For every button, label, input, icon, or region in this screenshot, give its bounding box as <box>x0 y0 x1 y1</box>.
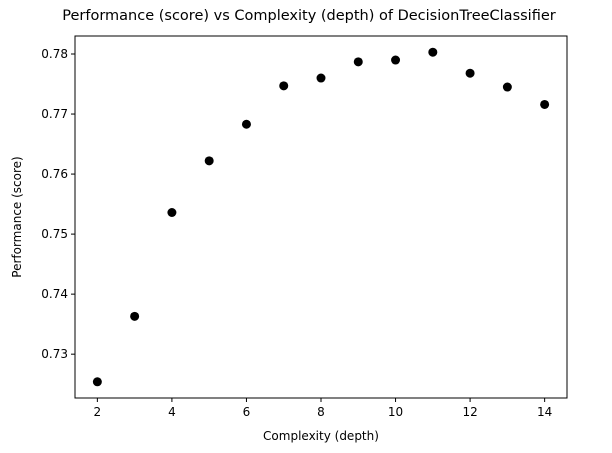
y-tick-label: 0.77 <box>41 107 68 121</box>
x-axis-label: Complexity (depth) <box>263 429 379 443</box>
data-points <box>92 47 550 387</box>
data-point <box>353 57 363 67</box>
data-point <box>391 55 401 65</box>
data-point <box>316 73 326 83</box>
y-axis-ticks: 0.73 0.74 0.75 0.76 0.77 0.78 <box>41 47 75 361</box>
x-tick-label: 14 <box>537 405 552 419</box>
x-tick-label: 8 <box>317 405 325 419</box>
data-point <box>167 207 177 217</box>
data-point <box>279 81 289 91</box>
x-tick-label: 4 <box>168 405 176 419</box>
x-tick-label: 12 <box>462 405 477 419</box>
chart-title: Performance (score) vs Complexity (depth… <box>62 8 556 24</box>
y-axis-label: Performance (score) <box>10 156 24 277</box>
x-axis-ticks: 2 4 6 8 10 12 14 <box>94 398 552 419</box>
x-tick-label: 10 <box>388 405 403 419</box>
data-point <box>502 82 512 92</box>
y-tick-label: 0.78 <box>41 47 68 61</box>
plot-area: 2 4 6 8 10 12 14 0.73 0.74 0.75 0.76 0.77 0.78 <box>41 35 568 419</box>
y-tick-label: 0.73 <box>41 347 68 361</box>
data-point <box>130 311 140 321</box>
data-point <box>540 99 550 109</box>
data-point <box>92 377 102 387</box>
data-point <box>241 119 251 129</box>
y-tick-label: 0.76 <box>41 167 68 181</box>
y-tick-label: 0.75 <box>41 227 68 241</box>
data-point <box>465 68 475 78</box>
x-tick-label: 2 <box>94 405 102 419</box>
data-point <box>428 47 438 57</box>
x-tick-label: 6 <box>243 405 251 419</box>
data-point <box>204 156 214 166</box>
plot-frame <box>74 35 568 399</box>
y-tick-label: 0.74 <box>41 287 68 301</box>
